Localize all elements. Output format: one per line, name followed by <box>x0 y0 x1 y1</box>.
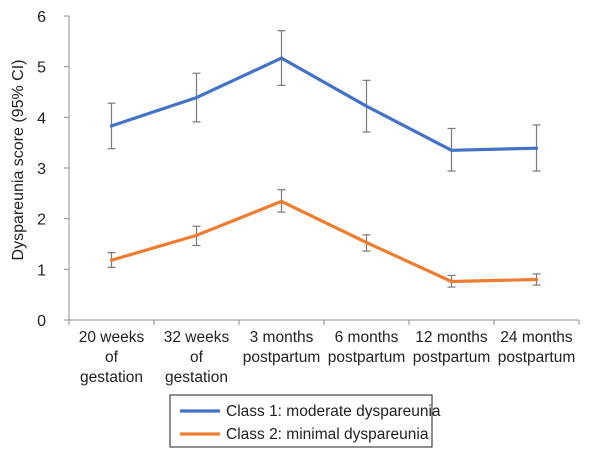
data-point <box>534 146 539 150</box>
series-line-class-2 <box>109 199 539 284</box>
data-point <box>534 277 539 282</box>
data-point <box>194 233 199 237</box>
legend: Class 1: moderate dyspareunia Class 2: mi… <box>169 394 441 448</box>
x-tick-label: 24 months postpartum <box>498 329 576 366</box>
y-tick-label: 6 <box>37 9 46 26</box>
data-point <box>449 148 454 152</box>
y-tick-label: 5 <box>37 60 46 77</box>
y-tick-label: 1 <box>37 262 46 279</box>
y-tick-label: 4 <box>37 110 46 127</box>
legend-label: Class 1: moderate dyspareunia <box>226 403 441 420</box>
x-tick-label: 3 months postpartum <box>243 329 321 366</box>
data-point <box>364 104 369 108</box>
series-lines <box>109 56 539 284</box>
x-tick-label: 20 weeks of gestation <box>79 329 145 386</box>
x-tick-label: 32 weeks of gestation <box>164 329 230 386</box>
legend-box <box>169 394 433 448</box>
data-point <box>279 199 284 204</box>
data-point <box>449 279 454 284</box>
legend-label: Class 2: minimal dyspareunia <box>226 426 429 443</box>
data-point <box>194 95 199 100</box>
y-tick-label: 3 <box>37 161 46 178</box>
x-tick-label: 12 months postpartum <box>413 329 491 366</box>
y-axis-title: Dyspareunia score (95% CI) <box>10 60 27 261</box>
data-point <box>109 258 114 262</box>
data-point <box>364 240 369 245</box>
y-tick-label: 2 <box>37 212 46 229</box>
x-tick-label: 6 months postpartum <box>328 329 406 366</box>
data-point <box>109 124 114 128</box>
data-point <box>279 56 284 60</box>
series-line-class-1 <box>109 56 539 152</box>
y-tick-label: 0 <box>37 313 46 330</box>
axes: 0 1 2 3 4 5 6 20 weeks of gestation 32 weeks of gest… <box>37 9 580 386</box>
error-bars <box>107 30 541 288</box>
